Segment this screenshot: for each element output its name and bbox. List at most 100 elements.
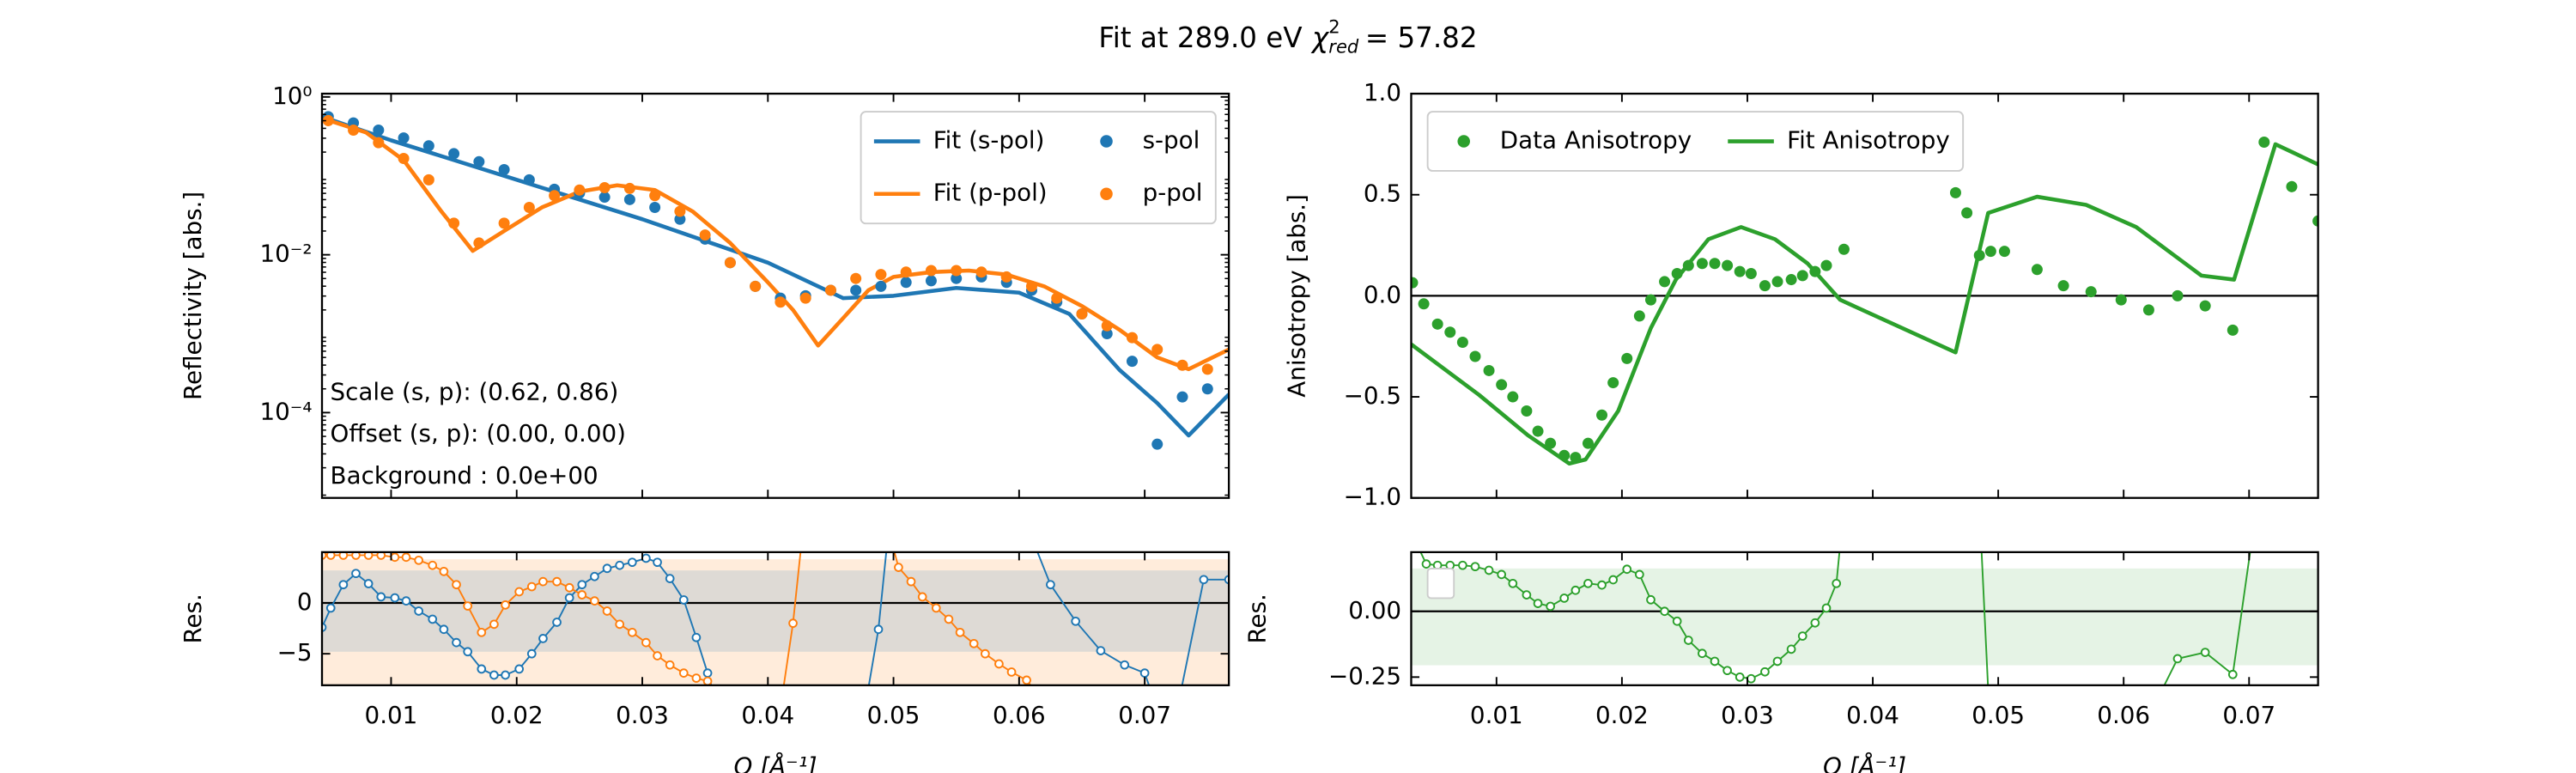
plot-area [1411,450,2322,773]
data-point [598,182,611,194]
residual-marker [363,551,374,560]
empty-legend [1426,568,1455,600]
data-point [1076,307,1088,320]
residual-marker [665,660,675,670]
residual-marker [401,596,411,606]
residual-marker [414,555,423,565]
data-point [448,148,460,160]
residual-marker [1046,580,1055,590]
data-point [900,277,912,289]
data-point [875,269,887,281]
data-point [674,205,686,217]
data-point [348,124,360,136]
legend-label: Fit (p-pol) [933,179,1048,207]
residual-marker [439,624,449,635]
x-tick-label: 0.01 [1470,701,1523,729]
residual-marker [678,595,689,605]
axes-frame [320,551,1230,686]
residual-marker [2117,765,2125,773]
residual-marker [2260,450,2268,458]
data-point [448,217,460,229]
residual-marker [1413,539,1420,547]
data-point [623,182,635,194]
residual-marker [564,582,574,593]
residual-marker [890,478,897,485]
series-line [1411,142,2318,466]
residual-marker [376,551,386,560]
x-axis-label: Q [Å⁻¹] [1823,751,1906,773]
residual-marker [428,614,438,624]
data-point [1607,377,1619,389]
residual-marker [994,659,1004,669]
x-tick-label: 0.04 [741,701,794,729]
data-point [1722,259,1734,271]
residual-marker [338,551,349,560]
residual-marker [363,579,374,588]
residual-marker [390,552,400,563]
y-axis-label: Res. [1243,593,1272,643]
data-point [1696,258,1708,270]
annotation: Offset (s, p): (0.00, 0.00) [331,419,626,447]
data-point [875,280,887,292]
x-tick-label: 0.07 [2222,701,2275,729]
plot-area [1411,137,2318,466]
data-point [623,193,635,205]
residual-marker [1698,648,1707,659]
data-point [1949,186,1961,198]
residual-marker [1034,691,1042,698]
legend-label: Data Anisotropy [1500,126,1692,155]
axes-frame [1410,551,2319,686]
data-point [1469,350,1481,362]
residual-marker [552,618,562,627]
data-point [1582,437,1594,449]
plot-area [322,478,1230,729]
residual-marker [969,638,979,648]
residual-marker [716,711,724,719]
residual-marker [439,566,449,576]
legend-box [860,111,1217,225]
residual-marker [577,590,587,600]
data-point [1000,271,1012,283]
residual-marker [906,576,916,587]
residual-marker [1022,518,1030,526]
y-tick-label: 10⁻² [259,240,312,268]
data-point [1411,277,1419,289]
y-tick-label: −0.5 [1344,381,1401,410]
residual-marker [463,601,473,611]
residual-marker [602,606,612,616]
legend-label: p-pol [1143,179,1203,207]
residual-marker [538,576,548,587]
data-point [2312,215,2318,227]
residual-marker [2200,648,2210,657]
residual-marker [351,569,361,579]
data-point [925,265,937,277]
residual-marker [859,721,866,729]
data-point [1101,328,1113,340]
residual-marker [1760,666,1770,677]
residual-marker [2314,502,2322,510]
y-tick-label: 0 [297,587,313,616]
data-point [1126,356,1138,368]
y-tick-label: −5 [277,638,313,666]
data-point [1051,292,1063,304]
data-point [1745,267,1757,280]
x-axis-label: Q [Å⁻¹] [734,751,817,773]
residual-marker [1421,559,1431,569]
data-point [1659,276,1671,288]
y-tick-label: −1.0 [1344,483,1401,511]
legend-handle [1457,135,1470,148]
data-point [1596,409,1608,421]
residual-marker [627,557,637,568]
data-point [398,153,410,165]
x-tick-label: 0.06 [2097,701,2150,729]
residual-marker [1470,562,1480,572]
residual-marker [1608,575,1619,585]
legend-label: Fit Anisotropy [1787,126,1950,155]
data-point [1483,364,1495,376]
legend-label: s-pol [1143,126,1200,155]
residual-marker [1832,578,1842,588]
residual-marker [1497,569,1507,580]
data-point [1998,246,2010,258]
residual-marker [627,627,637,637]
data-point [2199,300,2211,312]
